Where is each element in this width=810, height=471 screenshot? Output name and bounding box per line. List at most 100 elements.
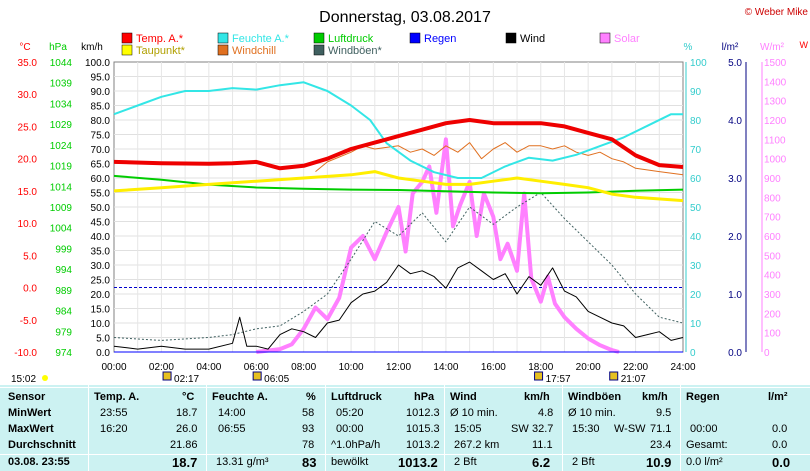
legend-label: Luftdruck <box>328 33 374 45</box>
legend-label: Solar <box>614 33 640 45</box>
hpa-tick: 1034 <box>50 99 73 110</box>
sun-event-icon <box>609 371 619 381</box>
wind-header: Wind <box>450 391 477 403</box>
hpa-tick: 1009 <box>50 203 73 214</box>
kmh-tick: 100.0 <box>85 58 110 69</box>
celsius-tick: 35.0 <box>18 58 38 69</box>
max-wind-dir: SW <box>511 423 529 435</box>
current-wind-value: 6.2 <box>532 455 551 470</box>
kmh-tick: 20.0 <box>91 290 111 301</box>
legend-swatch <box>409 32 421 44</box>
kmh-tick: 35.0 <box>91 247 111 258</box>
percent-tick: 60 <box>690 174 702 185</box>
current-label: 03.08. 23:55 <box>8 456 70 468</box>
current-regen-rate: 0.0 l/m² <box>686 456 723 468</box>
solar-tick: 1300 <box>764 97 787 108</box>
avg-temp-value: 21.86 <box>170 439 198 451</box>
solar-tick: 1000 <box>764 155 787 166</box>
solar-tick: 0 <box>764 348 770 359</box>
min-wind-value: 4.8 <box>538 407 554 419</box>
solar-tick: 800 <box>764 193 781 204</box>
feuchte-header: Feuchte A. <box>212 391 268 403</box>
stats-avg-row: Durchschnitt 21.86 78 ^1.0hPa/h 1013.2 2… <box>0 439 810 454</box>
rain-tick: 3.0 <box>728 174 742 185</box>
max-wind-time: 15:05 <box>454 423 482 435</box>
max-boeen-time: 15:30 <box>572 423 600 435</box>
max-druck-value: 1015.3 <box>406 423 440 435</box>
legend-label: Temp. A.* <box>136 33 184 45</box>
min-feuchte-value: 58 <box>302 407 315 419</box>
max-temp-value: 26.0 <box>176 423 198 435</box>
current-wind-bft: 2 Bft <box>454 456 477 468</box>
legend-swatch <box>121 32 133 44</box>
current-regen-value: 0.0 <box>772 455 791 470</box>
kmh-tick: 30.0 <box>91 261 111 272</box>
series-windb-en <box>113 192 684 341</box>
series-solar <box>256 137 620 354</box>
max-feuchte-time: 06:55 <box>218 423 246 435</box>
max-regen-value: 0.0 <box>772 423 788 435</box>
hpa-axis-title: hPa <box>49 42 67 53</box>
regen-unit: l/m² <box>768 391 788 403</box>
percent-tick: 50 <box>690 203 702 214</box>
time-tick: 16:00 <box>481 362 506 373</box>
rain-axis-title: l/m² <box>722 42 739 53</box>
legend-label: Regen <box>424 33 456 45</box>
current-temp-value: 18.7 <box>172 455 198 470</box>
percent-tick: 80 <box>690 116 702 127</box>
legend-label: Windchill <box>232 45 276 57</box>
celsius-tick: 20.0 <box>18 155 38 166</box>
series-wind <box>113 261 684 350</box>
kmh-tick: 55.0 <box>91 189 111 200</box>
legend-swatch <box>313 44 325 56</box>
hpa-tick: 999 <box>55 244 72 255</box>
solar-tick: 400 <box>764 271 781 282</box>
plot-area <box>113 61 684 353</box>
series-windchill <box>315 142 684 176</box>
min-temp-value: 18.7 <box>176 407 198 419</box>
kmh-tick: 80.0 <box>91 116 111 127</box>
current-druck-label: bewölkt <box>331 456 369 468</box>
time-tick: 10:00 <box>339 362 364 373</box>
boeen-unit: km/h <box>642 391 668 403</box>
hpa-tick: 974 <box>55 348 72 359</box>
rain-tick: 1.0 <box>728 290 742 301</box>
series-taupunkt <box>113 170 684 203</box>
legend-label: Windböen* <box>328 45 383 57</box>
sun-icon <box>42 375 48 381</box>
hpa-tick: 984 <box>55 307 72 318</box>
legend-swatch <box>121 44 133 56</box>
time-tick: 24:00 <box>670 362 695 373</box>
solar-tick: 300 <box>764 290 781 301</box>
hpa-tick: 1029 <box>50 120 73 131</box>
solar-tick: 200 <box>764 309 781 320</box>
solar-tick: 100 <box>764 329 781 340</box>
kmh-tick: 90.0 <box>91 87 111 98</box>
time-tick: 18:00 <box>528 362 553 373</box>
series-feuchte-a <box>113 81 683 179</box>
kmh-tick: 5.0 <box>96 334 110 345</box>
min-label: MinWert <box>8 407 52 419</box>
kmh-tick: 10.0 <box>91 319 111 330</box>
current-time-label: 15:02 <box>11 374 36 385</box>
legend-label: Wind <box>520 33 545 45</box>
time-tick: 04:00 <box>196 362 221 373</box>
axis-titles: °C hPa km/h % l/m² W/m² <box>19 42 784 53</box>
kmh-tick: 25.0 <box>91 276 111 287</box>
celsius-tick: 15.0 <box>18 187 38 198</box>
hpa-tick: 1044 <box>50 58 73 69</box>
luftdruck-header: Luftdruck <box>331 391 382 403</box>
stats-header-row: Sensor Temp. A. °C Feuchte A. % Luftdruc… <box>0 391 810 406</box>
sun-event-icon <box>162 371 172 381</box>
avg-feuchte-value: 78 <box>302 439 315 451</box>
min-boeen-value: 9.5 <box>656 407 672 419</box>
celsius-axis-title: °C <box>19 42 30 53</box>
kmh-tick: 0.0 <box>96 348 110 359</box>
kmh-tick: 60.0 <box>91 174 111 185</box>
legend-swatch <box>599 32 611 44</box>
rain-tick: 2.0 <box>728 232 742 243</box>
current-feuchte-value: 83 <box>302 455 317 470</box>
stats-min-row: MinWert 23:55 18.7 14:00 58 05:20 1012.3… <box>0 407 810 422</box>
celsius-tick: 5.0 <box>23 251 37 262</box>
min-temp-time: 23:55 <box>100 407 128 419</box>
